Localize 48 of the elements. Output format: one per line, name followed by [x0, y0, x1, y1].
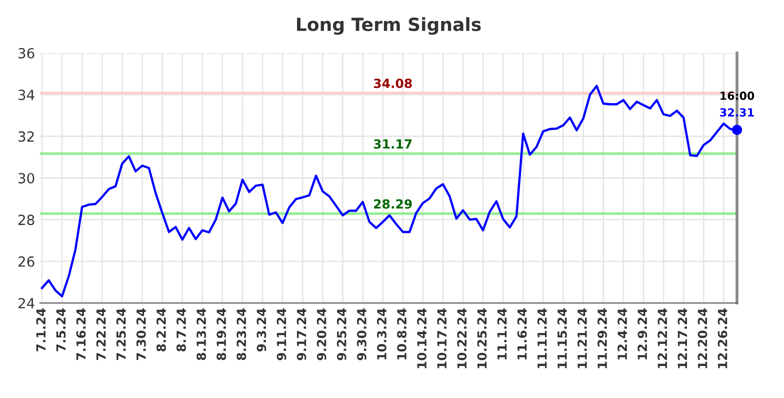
- annotation: 16:00: [720, 92, 754, 100]
- x-tick-label: 12.12.24: [658, 308, 667, 368]
- x-tick-label: 9.30.24: [356, 308, 366, 360]
- x-tick-label: 12.9.24: [638, 308, 648, 360]
- ref-line-label: 28.29: [374, 199, 412, 209]
- x-tick-label: 11.11.24: [537, 308, 547, 368]
- ref-line-label: 34.08: [374, 78, 412, 88]
- y-tick-label: 36: [18, 48, 34, 58]
- x-tick-label: 11.15.24: [557, 308, 567, 368]
- x-tick-label: 7.16.24: [76, 308, 86, 360]
- y-tick-label: 32: [18, 131, 34, 142]
- y-tick-label: 30: [18, 172, 34, 184]
- x-tick-label: 10.17.24: [437, 308, 447, 368]
- x-tick-label: 8.13.24: [196, 308, 206, 360]
- x-tick-label: 8.23.24: [236, 308, 246, 360]
- x-tick-label: 9.11.24: [276, 308, 286, 360]
- y-tick-label: 34: [18, 90, 34, 100]
- y-tick-label: 24: [18, 298, 34, 308]
- x-tick-label: 8.2.24: [156, 308, 166, 352]
- x-tick-label: 9.17.24: [296, 308, 306, 360]
- ref-line-label: 31.17: [374, 139, 412, 149]
- x-tick-label: 8.19.24: [216, 308, 226, 360]
- x-tick-label: 7.25.24: [116, 308, 126, 360]
- chart-title: Long Term Signals: [297, 17, 481, 35]
- data-label: 32.31: [720, 108, 754, 117]
- x-tick-label: 12.17.24: [678, 308, 687, 368]
- y-tick-label: 28: [18, 214, 34, 226]
- x-tick-label: 11.21.24: [577, 308, 587, 368]
- x-tick-label: 7.5.24: [56, 308, 66, 352]
- y-tick-label: 26: [18, 256, 34, 267]
- x-tick-label: 12.4.24: [618, 308, 627, 360]
- x-tick-label: 8.7.24: [176, 308, 186, 352]
- x-tick-label: 12.20.24: [698, 308, 708, 368]
- x-tick-label: 10.8.24: [397, 308, 406, 360]
- x-tick-label: 9.3.24: [256, 308, 266, 352]
- x-tick-label: 7.1.24: [36, 308, 46, 352]
- x-tick-label: 10.14.24: [417, 308, 427, 368]
- x-tick-label: 7.30.24: [136, 308, 146, 360]
- x-tick-label: 12.26.24: [718, 308, 728, 368]
- x-tick-label: 9.20.24: [316, 308, 326, 360]
- x-tick-label: 11.29.24: [598, 308, 607, 368]
- x-tick-label: 10.3.24: [376, 308, 386, 360]
- x-tick-label: 10.25.24: [477, 308, 487, 368]
- x-tick-label: 11.1.24: [497, 308, 507, 360]
- x-tick-label: 7.22.24: [96, 308, 106, 360]
- x-tick-label: 11.6.24: [517, 308, 527, 360]
- x-tick-label: 10.22.24: [457, 308, 467, 368]
- x-tick-label: 9.25.24: [336, 308, 346, 360]
